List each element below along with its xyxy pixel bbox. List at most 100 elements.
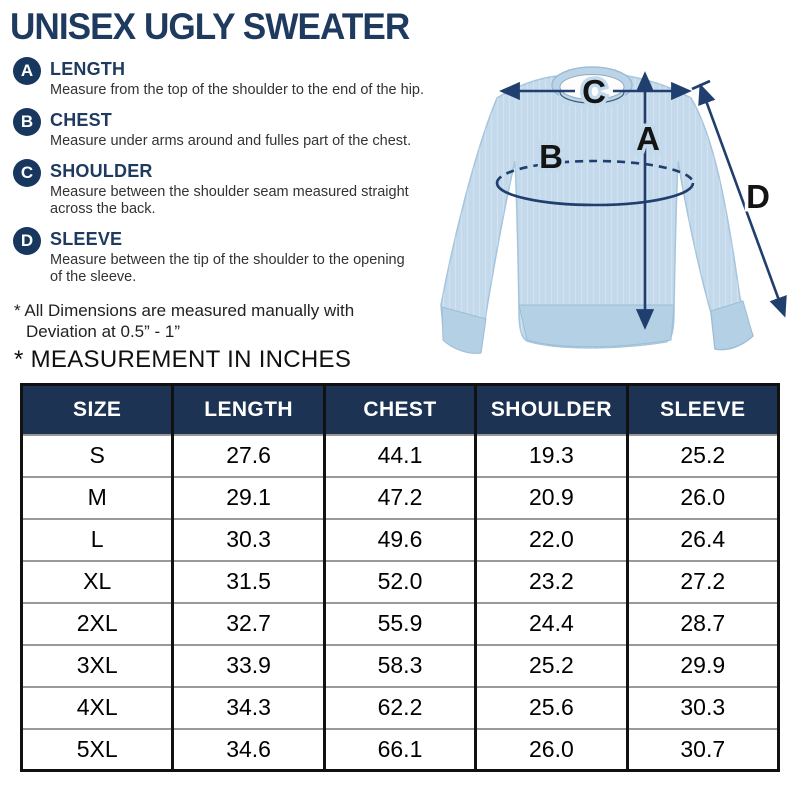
label-a: A xyxy=(636,120,660,157)
measurement-cell: 62.2 xyxy=(322,685,476,729)
measurement-cell: 49.6 xyxy=(322,517,476,561)
measurement-cell: 25.6 xyxy=(474,685,628,729)
table-row: 4XL 34.3 62.2 25.6 30.3 xyxy=(21,685,779,729)
size-table-container: SIZE LENGTH CHEST SHOULDER SLEEVE S 27.6 44.1 1… xyxy=(20,383,780,772)
table-row: 5XL 34.6 66.1 26.0 30.7 xyxy=(21,727,779,771)
definition-description: Measure between the tip of the shoulder … xyxy=(50,252,463,286)
description-line: Measure between the tip of the shoulder … xyxy=(50,252,405,268)
measurement-definitions: A LENGTH Measure from the top of the sho… xyxy=(13,57,463,295)
definition-shoulder: C SHOULDER Measure between the shoulder … xyxy=(13,159,463,218)
note-line: Deviation at 0.5” - 1” xyxy=(26,322,181,341)
sweater-left-cuff xyxy=(441,306,487,354)
badge-c: C xyxy=(13,159,41,187)
page-title: UNISEX UGLY SWEATER xyxy=(10,6,410,47)
measurement-cell: 44.1 xyxy=(322,434,476,477)
size-cell: S xyxy=(89,442,105,468)
note-line: * All Dimensions are measured manually w… xyxy=(14,301,355,320)
table-row: S 27.6 44.1 19.3 25.2 xyxy=(22,434,779,477)
description-line: Measure under arms around and fulles par… xyxy=(50,133,412,149)
badge-d: D xyxy=(13,227,41,255)
measurement-cell: 30.3 xyxy=(625,685,779,729)
table-row: L 30.3 49.6 22.0 26.4 xyxy=(21,517,779,561)
table-row: 3XL 33.9 58.3 25.2 29.9 xyxy=(21,643,779,687)
measurement-cell: 66.1 xyxy=(322,727,476,771)
measurement-cell: 26.0 xyxy=(474,727,628,771)
measurement-cell: 25.2 xyxy=(474,643,628,687)
sweater-body xyxy=(440,66,754,354)
size-cell: 4XL xyxy=(21,685,173,729)
measurement-cell: 30.3 xyxy=(171,517,325,561)
definition-description: Measure from the top of the shoulder to … xyxy=(50,82,463,99)
measurement-cell: 25.2 xyxy=(625,434,779,477)
definition-description: Measure between the shoulder seam measur… xyxy=(50,184,463,218)
measurement-cell: 32.7 xyxy=(171,601,325,645)
measurement-cell: 47.2 xyxy=(322,475,476,519)
column-header-size: SIZE xyxy=(21,384,173,436)
sweater-collar xyxy=(551,66,633,107)
column-header-shoulder: SHOULDER xyxy=(474,384,628,436)
size-cell: 3XL xyxy=(21,643,173,687)
sweater-illustration: C A B D xyxy=(440,66,787,354)
measurement-cell: 52.0 xyxy=(322,559,476,603)
column-header-length: LENGTH xyxy=(171,384,325,436)
measurement-cell: 33.9 xyxy=(171,643,325,687)
label-c: C xyxy=(582,73,606,110)
size-table-body: S 27.6 44.1 19.3 25.2 M 29.1 47.2 20.9 26.0 L 30.3 4… xyxy=(21,434,779,771)
measurement-cell: 20.9 xyxy=(474,475,628,519)
measurement-cell: 29.1 xyxy=(171,475,325,519)
sweater-measurement-diagram: C A B D xyxy=(435,43,800,365)
badge-b: B xyxy=(13,108,41,136)
label-b: B xyxy=(539,138,563,175)
measurement-cell: 30.7 xyxy=(625,727,779,771)
table-row: XL 31.5 52.0 23.2 27.2 xyxy=(21,559,779,603)
measurement-cell: 28.7 xyxy=(625,601,779,645)
measurement-cell: 22.0 xyxy=(474,517,628,561)
measurement-cell: 34.6 xyxy=(171,727,325,771)
sweater-hem xyxy=(518,304,675,348)
measurement-cell: 23.2 xyxy=(474,559,628,603)
size-cell: M xyxy=(21,475,173,519)
table-row: M 29.1 47.2 20.9 26.0 xyxy=(21,475,779,519)
measurement-cell: 55.9 xyxy=(322,601,476,645)
definition-term: SLEEVE xyxy=(50,229,123,249)
badge-a: A xyxy=(13,57,41,85)
definition-chest: B CHEST Measure under arms around and fu… xyxy=(13,108,463,150)
sleeve-arrow-d xyxy=(691,79,787,318)
definition-term: LENGTH xyxy=(50,59,126,79)
size-cell: 2XL xyxy=(21,601,173,645)
description-line: Measure between the shoulder seam measur… xyxy=(50,184,409,200)
measurement-cell: 29.9 xyxy=(625,643,779,687)
column-header-sleeve: SLEEVE xyxy=(625,384,779,436)
chest-ellipse-b xyxy=(495,159,695,207)
definition-description: Measure under arms around and fulles par… xyxy=(50,133,463,150)
measurement-cell: 19.3 xyxy=(474,434,628,477)
definition-sleeve: D SLEEVE Measure between the tip of the … xyxy=(13,227,463,286)
units-heading: * MEASUREMENT IN INCHES xyxy=(14,346,352,373)
size-cell: 5XL xyxy=(21,727,173,771)
column-header-chest: CHEST xyxy=(322,384,476,436)
description-line: of the sleeve. xyxy=(50,269,137,285)
measurement-cell: 34.3 xyxy=(171,685,325,729)
measurement-cell: 26.4 xyxy=(625,517,779,561)
size-cell: L xyxy=(21,517,173,561)
measurement-cell: 24.4 xyxy=(474,601,628,645)
size-table: SIZE LENGTH CHEST SHOULDER SLEEVE S 27.6 44.1 1… xyxy=(20,383,780,772)
description-line: across the back. xyxy=(50,201,156,217)
description-line: Measure from the top of the shoulder to … xyxy=(50,82,425,98)
table-row: 2XL 32.7 55.9 24.4 28.7 xyxy=(21,601,779,645)
diagram-labels: C A B D xyxy=(536,70,774,219)
deviation-note: * All Dimensions are measured manually w… xyxy=(14,300,354,342)
definition-term: SHOULDER xyxy=(50,161,153,181)
size-cell: XL xyxy=(21,559,173,603)
definition-term: CHEST xyxy=(50,110,113,130)
measurement-cell: 27.6 xyxy=(171,434,325,477)
measurement-arrows xyxy=(495,71,787,330)
measurement-cell: 58.3 xyxy=(322,643,476,687)
label-d: D xyxy=(746,178,770,215)
measurement-cell: 27.2 xyxy=(625,559,779,603)
size-table-header: SIZE LENGTH CHEST SHOULDER SLEEVE xyxy=(21,384,779,436)
measurement-cell: 31.5 xyxy=(171,559,325,603)
definition-length: A LENGTH Measure from the top of the sho… xyxy=(13,57,463,99)
measurement-cell: 26.0 xyxy=(625,475,779,519)
